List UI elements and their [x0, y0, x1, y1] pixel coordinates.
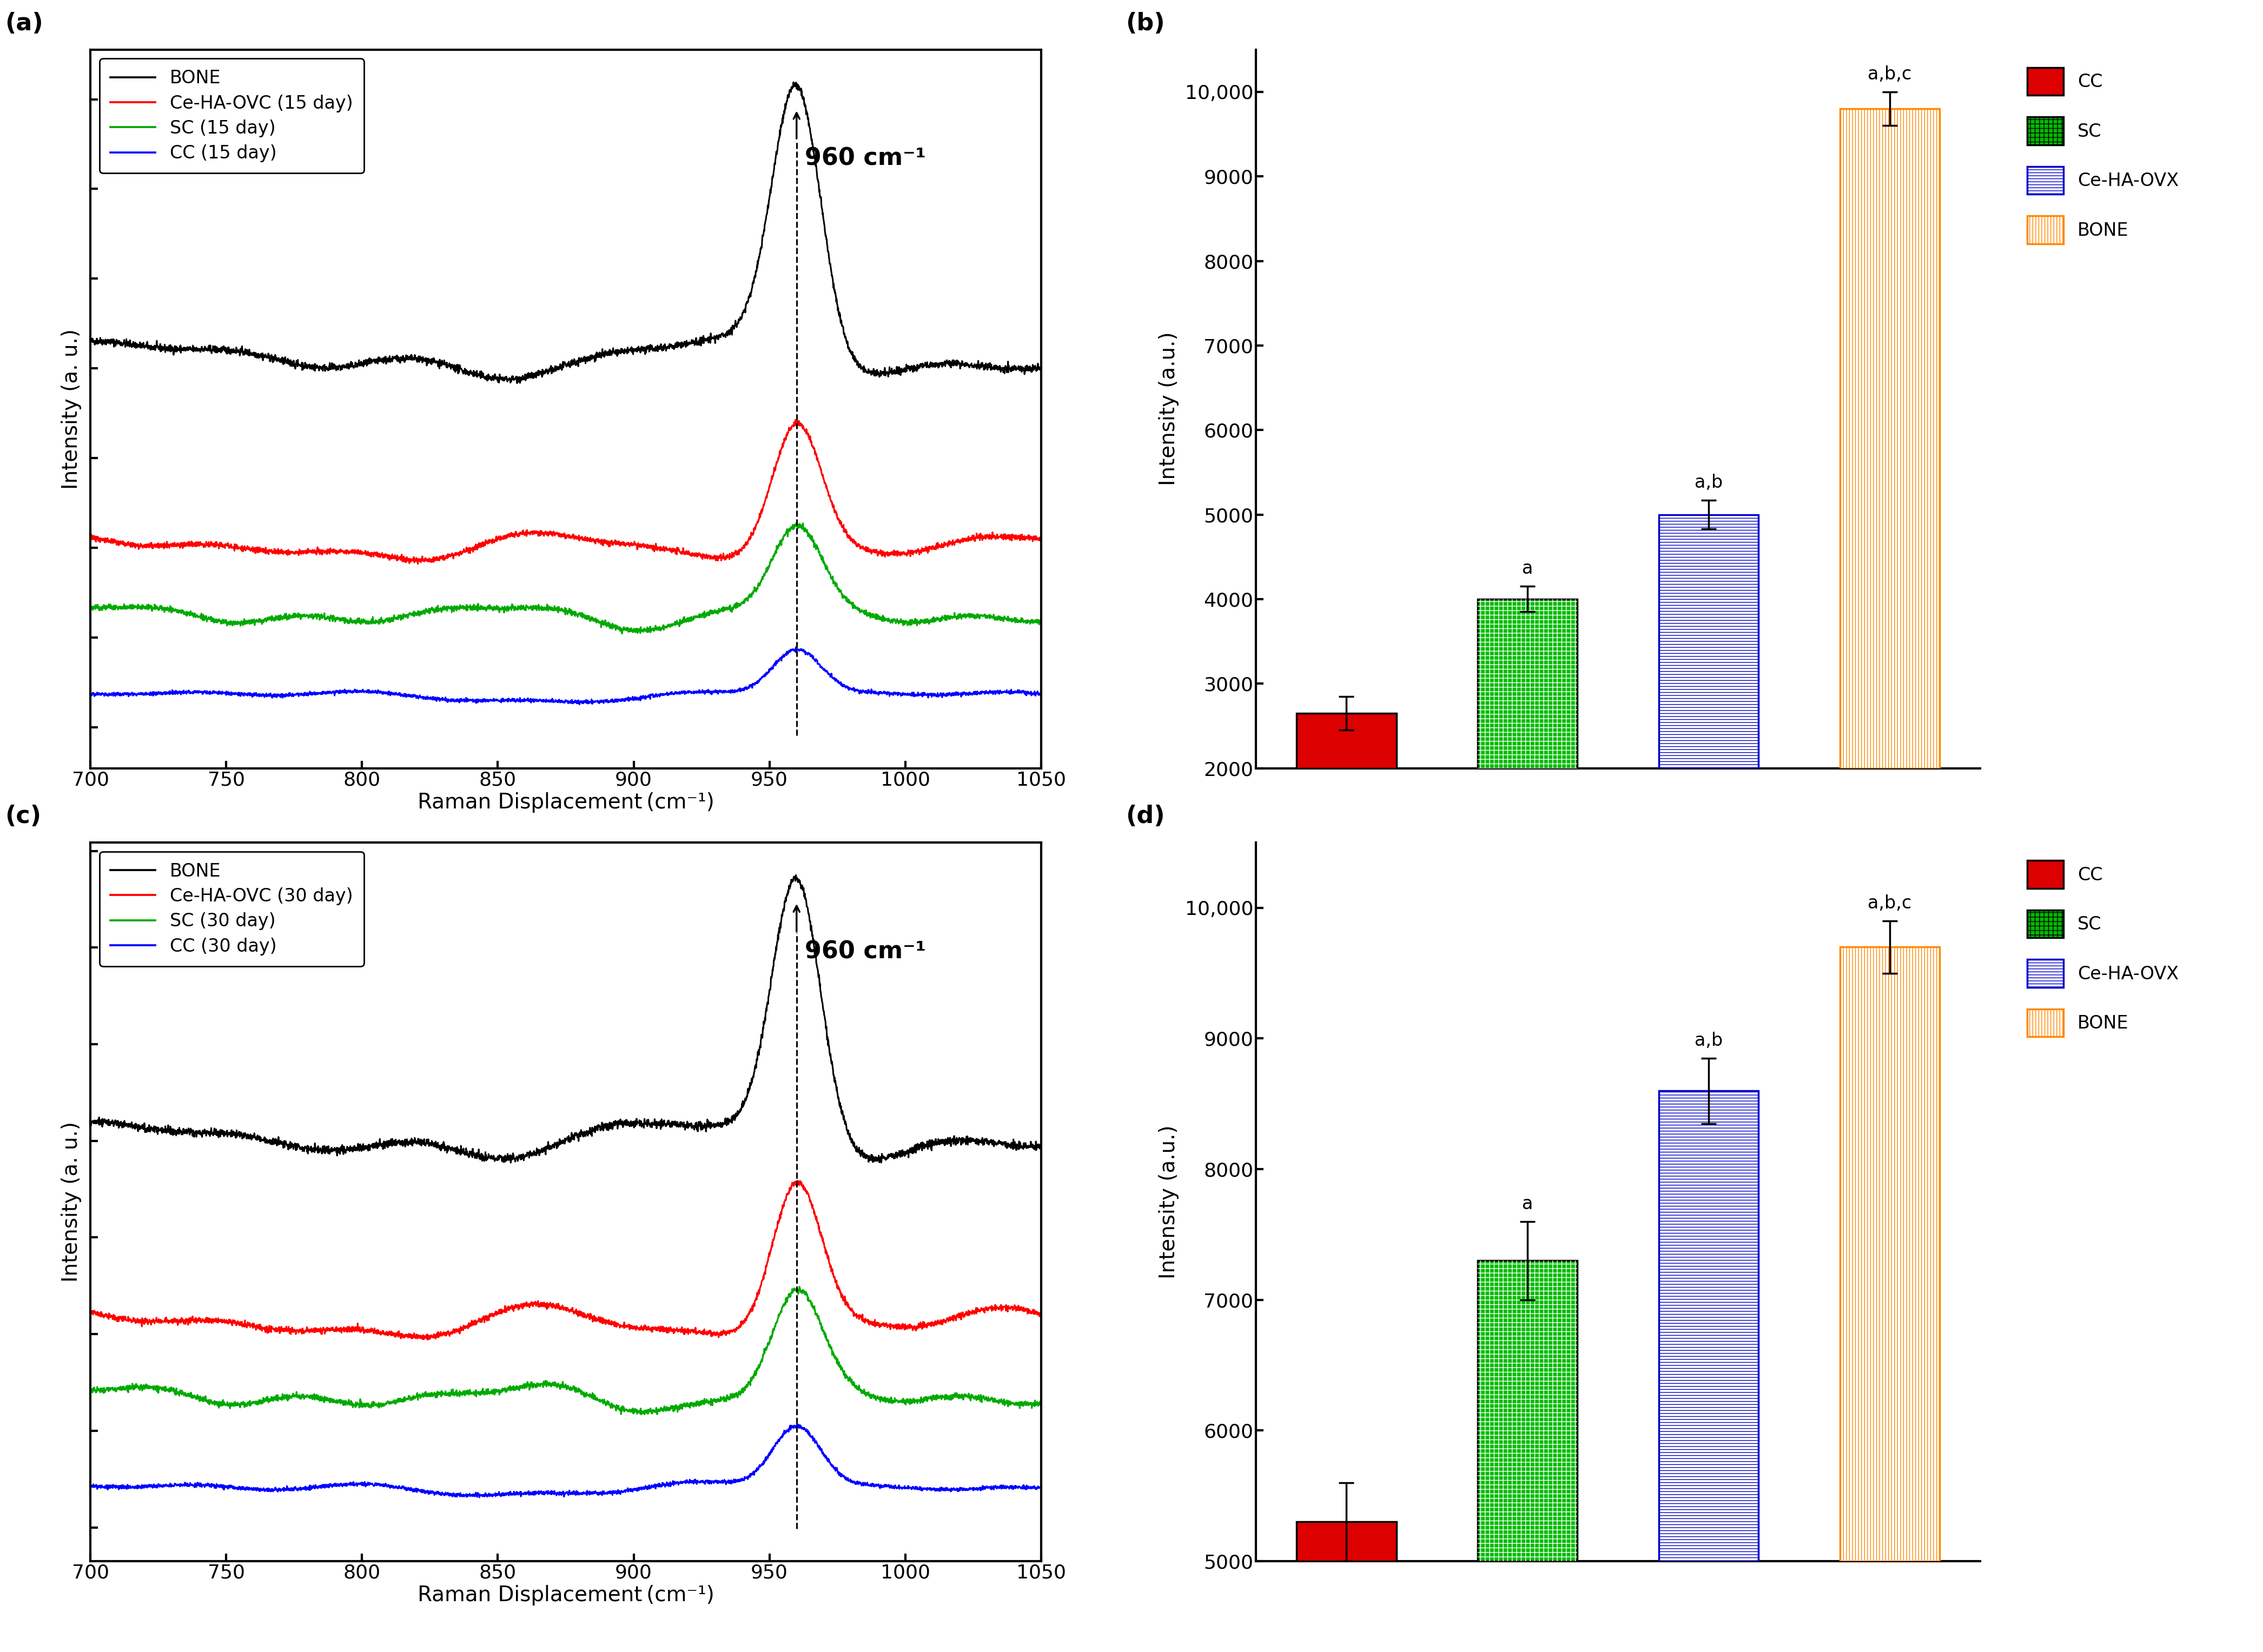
Text: 960 cm⁻¹: 960 cm⁻¹	[806, 940, 926, 963]
Bar	[1840, 109, 1939, 768]
Bar	[1478, 600, 1577, 768]
Y-axis label: Intensity (a.u.): Intensity (a.u.)	[1159, 332, 1179, 486]
Bar	[1659, 514, 1758, 768]
Legend: CC, SC, Ce-HA-OVX, BONE: CC, SC, Ce-HA-OVX, BONE	[2019, 851, 2188, 1046]
Bar	[1659, 1090, 1758, 1561]
Legend: BONE, Ce-HA-OVC (30 day), SC (30 day), CC (30 day): BONE, Ce-HA-OVC (30 day), SC (30 day), C…	[100, 851, 364, 966]
Text: (d): (d)	[1125, 805, 1165, 828]
Legend: CC, SC, Ce-HA-OVX, BONE: CC, SC, Ce-HA-OVX, BONE	[2019, 58, 2188, 253]
Bar	[1478, 1260, 1577, 1561]
Y-axis label: Intensity (a. u.): Intensity (a. u.)	[61, 329, 81, 489]
Bar	[1297, 714, 1396, 768]
Y-axis label: Intensity (a. u.): Intensity (a. u.)	[61, 1122, 81, 1282]
Bar	[1659, 514, 1758, 768]
Bar	[1840, 947, 1939, 1561]
Text: (c): (c)	[5, 805, 41, 828]
Bar	[1478, 1260, 1577, 1561]
Bar	[1478, 600, 1577, 768]
Bar	[1840, 947, 1939, 1561]
Text: a,b,c: a,b,c	[1867, 894, 1912, 912]
Text: a,b: a,b	[1695, 474, 1722, 492]
X-axis label: Raman Displacement (cm⁻¹): Raman Displacement (cm⁻¹)	[416, 1586, 715, 1606]
Text: a: a	[1523, 560, 1532, 578]
Y-axis label: Intensity (a.u.): Intensity (a.u.)	[1159, 1125, 1179, 1279]
Text: a,b,c: a,b,c	[1867, 66, 1912, 83]
Text: a: a	[1523, 1194, 1532, 1213]
Text: (b): (b)	[1125, 12, 1165, 35]
Text: (a): (a)	[5, 12, 43, 35]
Bar	[1297, 1521, 1396, 1561]
Bar	[1659, 1090, 1758, 1561]
Text: a,b: a,b	[1695, 1031, 1722, 1049]
Legend: BONE, Ce-HA-OVC (15 day), SC (15 day), CC (15 day): BONE, Ce-HA-OVC (15 day), SC (15 day), C…	[100, 58, 364, 173]
Text: 960 cm⁻¹: 960 cm⁻¹	[806, 147, 926, 170]
X-axis label: Raman Displacement (cm⁻¹): Raman Displacement (cm⁻¹)	[416, 793, 715, 813]
Bar	[1840, 109, 1939, 768]
